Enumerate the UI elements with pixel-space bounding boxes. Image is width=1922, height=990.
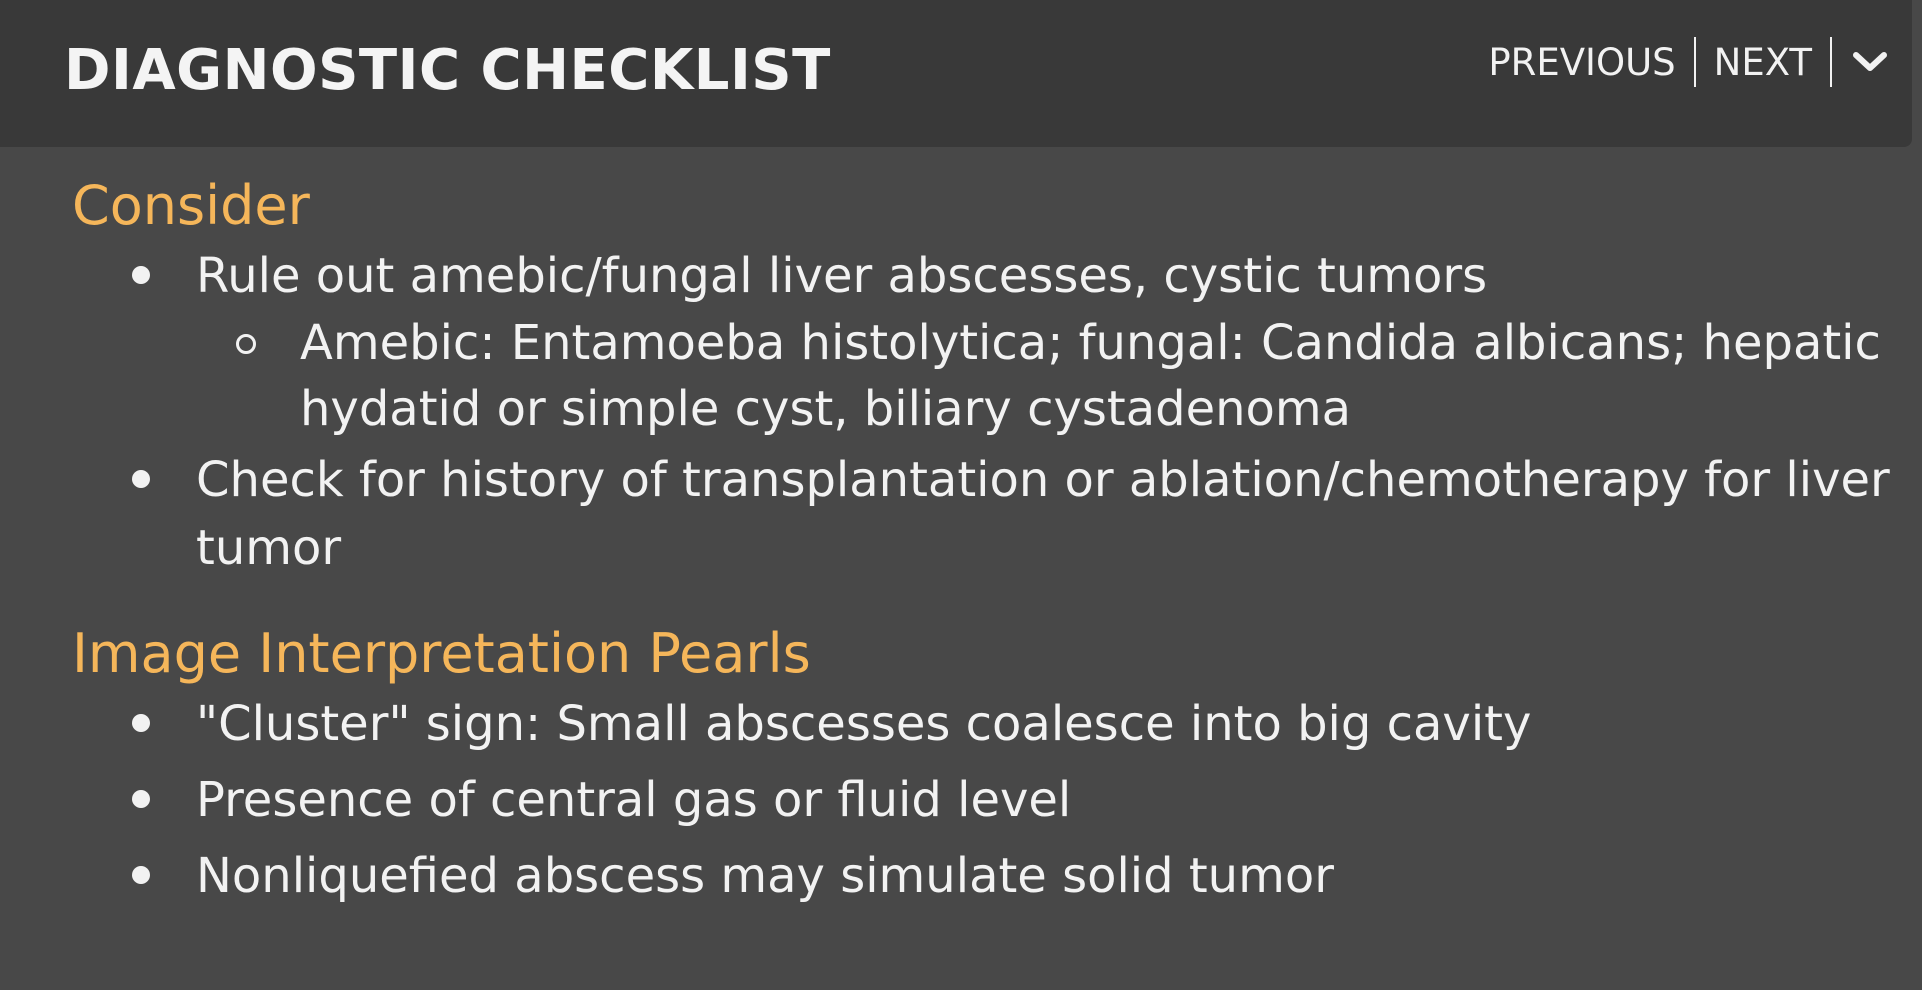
- sub-list: Amebic: Entamoeba histolytica; fungal: C…: [236, 310, 1912, 442]
- previous-button[interactable]: PREVIOUS: [1488, 40, 1676, 84]
- list-item: Presence of central gas or fluid level: [132, 766, 1912, 834]
- page-title: DIAGNOSTIC CHECKLIST: [64, 38, 831, 103]
- list-item-text: Rule out amebic/fungal liver abscesses, …: [196, 248, 1488, 304]
- nav-divider: [1693, 37, 1696, 87]
- next-button[interactable]: NEXT: [1713, 40, 1812, 84]
- bullet-icon: [132, 266, 150, 284]
- list-item-text: Presence of central gas or fluid level: [196, 772, 1072, 828]
- list-item: Check for history of transplantation or …: [132, 446, 1912, 582]
- list-item: Rule out amebic/fungal liver abscesses, …: [132, 242, 1912, 442]
- bullet-icon: [132, 714, 150, 732]
- bullet-icon: [132, 470, 150, 488]
- sub-list-item-text: Amebic: Entamoeba histolytica; fungal: C…: [300, 315, 1881, 437]
- section-spacer: [72, 582, 1912, 618]
- checklist-content: Consider Rule out amebic/fungal liver ab…: [72, 170, 1912, 910]
- list-item: "Cluster" sign: Small abscesses coalesce…: [132, 690, 1912, 758]
- bullet-icon: [132, 790, 150, 808]
- pager-nav: PREVIOUS NEXT: [1488, 36, 1890, 88]
- chevron-down-icon[interactable]: [1850, 42, 1890, 82]
- panel-header: DIAGNOSTIC CHECKLIST PREVIOUS NEXT: [0, 0, 1912, 147]
- list-item-text: Nonliquefied abscess may simulate solid …: [196, 848, 1334, 904]
- bullet-icon: [132, 866, 150, 884]
- section-heading-consider: Consider: [72, 174, 310, 237]
- section-heading-pearls: Image Interpretation Pearls: [72, 622, 811, 685]
- list-item-text: Check for history of transplantation or …: [196, 452, 1890, 576]
- consider-list: Rule out amebic/fungal liver abscesses, …: [132, 242, 1912, 582]
- nav-divider: [1830, 37, 1832, 87]
- list-item: Nonliquefied abscess may simulate solid …: [132, 842, 1912, 910]
- pearls-list: "Cluster" sign: Small abscesses coalesce…: [132, 690, 1912, 910]
- hollow-bullet-icon: [236, 334, 256, 354]
- sub-list-item: Amebic: Entamoeba histolytica; fungal: C…: [236, 310, 1912, 442]
- list-item-text: "Cluster" sign: Small abscesses coalesce…: [196, 696, 1532, 752]
